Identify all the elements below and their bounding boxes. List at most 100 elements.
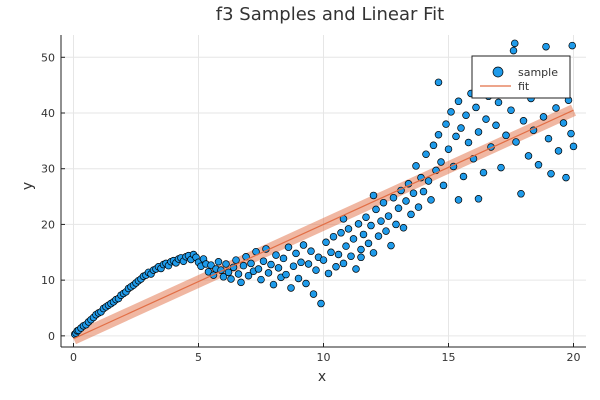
sample-point bbox=[222, 260, 230, 268]
sample-point bbox=[207, 261, 215, 269]
sample-point bbox=[562, 173, 570, 182]
legend-sample-label: sample bbox=[518, 66, 558, 79]
legend-fit-label: fit bbox=[518, 80, 530, 93]
sample-point bbox=[344, 225, 353, 233]
sample-point bbox=[494, 98, 503, 107]
sample-point bbox=[419, 187, 428, 196]
sample-point bbox=[511, 39, 519, 48]
sample-point bbox=[329, 232, 338, 241]
sample-point bbox=[399, 224, 408, 232]
sample-point bbox=[384, 212, 393, 220]
sample-point bbox=[234, 270, 243, 278]
sample-point bbox=[267, 260, 275, 269]
sample-point bbox=[272, 251, 280, 259]
sample-point bbox=[232, 256, 240, 264]
sample-point bbox=[274, 264, 283, 272]
sample-point bbox=[554, 147, 563, 155]
sample-point bbox=[457, 124, 465, 132]
sample-point bbox=[219, 273, 228, 281]
sample-point bbox=[292, 249, 300, 258]
sample-point bbox=[472, 103, 480, 112]
sample-point bbox=[214, 258, 223, 266]
sample-point bbox=[392, 220, 400, 229]
sample-point bbox=[454, 196, 463, 204]
chart-title: f3 Samples and Linear Fit bbox=[216, 4, 444, 25]
sample-point bbox=[357, 245, 365, 254]
sample-point bbox=[374, 232, 383, 240]
sample-point bbox=[429, 141, 438, 150]
sample-point bbox=[357, 253, 365, 262]
sample-point bbox=[324, 269, 333, 278]
sample-point bbox=[434, 78, 443, 87]
sample-point bbox=[382, 227, 390, 235]
sample-point bbox=[509, 46, 518, 55]
sample-point bbox=[372, 205, 380, 214]
sample-point bbox=[259, 257, 268, 265]
sample-point bbox=[497, 163, 505, 172]
sample-point bbox=[312, 266, 320, 274]
sample-point bbox=[307, 247, 315, 255]
sample-point bbox=[389, 193, 398, 202]
sample-point bbox=[519, 117, 528, 125]
sample-point bbox=[567, 129, 575, 138]
sample-point bbox=[289, 262, 298, 270]
sample-point bbox=[539, 113, 548, 121]
x-tick-label: 10 bbox=[317, 351, 331, 364]
x-tick-label: 5 bbox=[195, 351, 202, 364]
sample-point bbox=[502, 131, 510, 140]
sample-point bbox=[254, 265, 263, 273]
sample-point bbox=[547, 169, 555, 178]
sample-point bbox=[544, 134, 553, 143]
sample-point bbox=[369, 249, 378, 257]
sample-point bbox=[334, 250, 343, 259]
sample-point bbox=[294, 274, 303, 283]
legend-sample-marker bbox=[492, 66, 504, 78]
sample-point bbox=[352, 265, 360, 273]
sample-point bbox=[474, 195, 483, 203]
sample-point bbox=[534, 161, 543, 169]
sample-point bbox=[339, 259, 348, 268]
sample-point bbox=[569, 142, 578, 151]
sample-point bbox=[479, 168, 488, 177]
sample-point bbox=[279, 254, 288, 263]
sample-point bbox=[422, 150, 430, 158]
sample-point bbox=[284, 243, 293, 252]
sample-point bbox=[364, 239, 373, 248]
fit-line bbox=[73, 109, 574, 340]
sample-point bbox=[507, 106, 515, 114]
sample-point bbox=[474, 128, 483, 136]
y-tick-label: 10 bbox=[41, 274, 55, 287]
sample-point bbox=[227, 275, 235, 283]
sample-point bbox=[407, 210, 415, 219]
y-tick-label: 50 bbox=[41, 51, 55, 64]
sample-point bbox=[367, 221, 375, 230]
sample-point bbox=[568, 41, 576, 50]
sample-point bbox=[512, 138, 520, 146]
legend: sample fit bbox=[471, 55, 571, 99]
y-tick-label: 0 bbox=[48, 330, 55, 343]
sample-point bbox=[299, 241, 308, 249]
sample-point bbox=[327, 248, 335, 257]
sample-point bbox=[337, 229, 345, 237]
sample-point bbox=[464, 138, 473, 147]
sample-point bbox=[482, 115, 490, 123]
sample-point bbox=[317, 299, 325, 308]
sample-point bbox=[559, 119, 568, 127]
y-axis-label: y bbox=[20, 182, 36, 190]
sample-point bbox=[302, 279, 310, 288]
sample-point bbox=[282, 270, 290, 279]
sample-point bbox=[437, 158, 445, 166]
sample-point bbox=[442, 120, 450, 128]
sample-point bbox=[439, 181, 448, 190]
sample-point bbox=[424, 177, 433, 185]
y-tick-label: 20 bbox=[41, 218, 55, 231]
sample-point bbox=[427, 196, 435, 204]
plot-area: 0 5 10 15 20 0 10 20 30 40 50 bbox=[41, 35, 586, 364]
sample-point bbox=[377, 217, 385, 225]
sample-point bbox=[359, 230, 368, 239]
x-tick-label: 0 bbox=[70, 351, 77, 364]
sample-point bbox=[362, 213, 370, 221]
sample-point bbox=[492, 121, 500, 130]
sample-point bbox=[452, 132, 460, 141]
